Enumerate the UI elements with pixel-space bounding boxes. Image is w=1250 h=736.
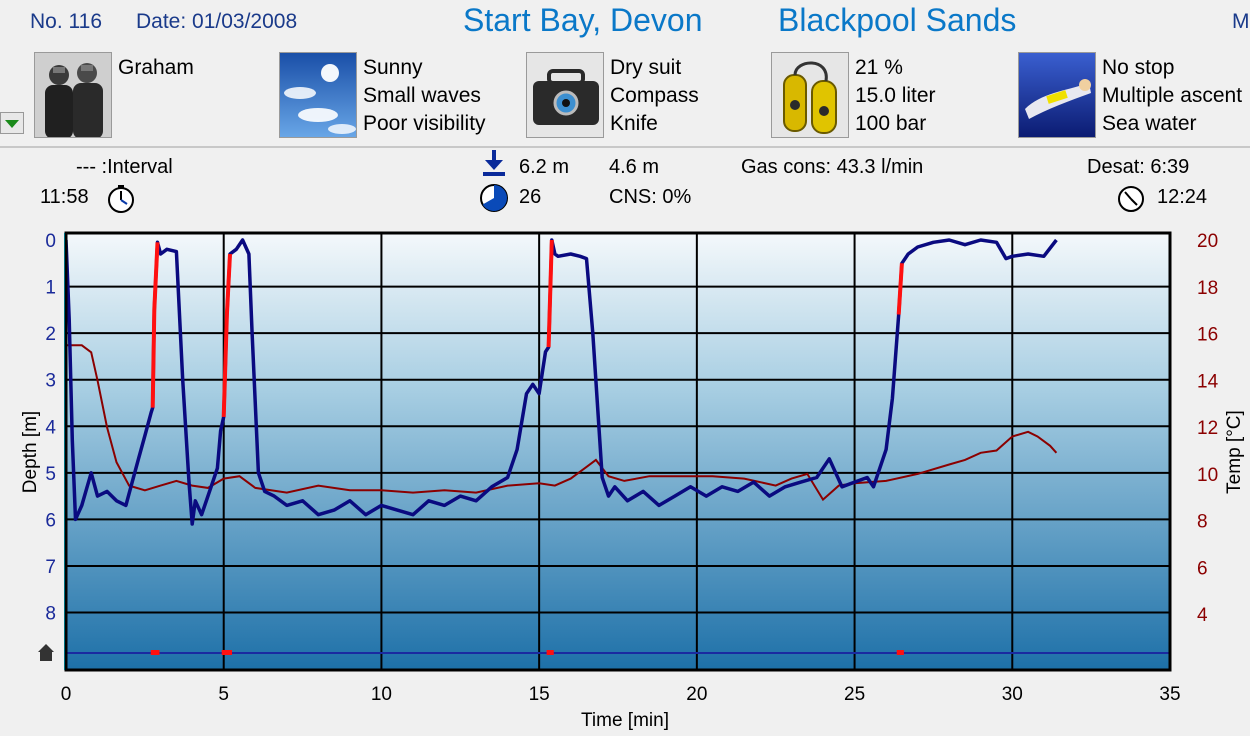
time-tick-label: 5: [218, 684, 229, 705]
warning-markers: [150, 650, 904, 655]
temp-tick-label: 16: [1197, 325, 1218, 346]
time-tick-label: 0: [61, 684, 72, 705]
temp-tick-label: 20: [1197, 231, 1218, 252]
depth-tick-label: 5: [45, 464, 56, 485]
dive-duration: 26: [519, 186, 542, 208]
dive-number: No. 116: [30, 10, 102, 33]
temperature-layer: [66, 344, 1058, 502]
ascent-warning-segment: [150, 242, 160, 408]
time-tick-label: 35: [1159, 684, 1180, 705]
depth-line: [64, 238, 1058, 526]
knife-label: Knife: [610, 112, 658, 135]
temperature-line: [66, 344, 1058, 502]
dive-type-text: No stop Multiple ascent Sea water: [1102, 54, 1242, 138]
temp-tick-label: 18: [1197, 278, 1218, 299]
waves-label: Small waves: [363, 84, 481, 107]
ascent-warning-segment: [896, 263, 904, 315]
compass-label: Compass: [610, 84, 699, 107]
equipment-text: Dry suit Compass Knife: [610, 54, 699, 138]
dive-duration-icon: [479, 183, 509, 218]
dive-site: Blackpool Sands: [778, 2, 1017, 38]
cns-value: CNS: 0%: [609, 186, 692, 208]
separator: [0, 146, 1250, 148]
time-axis: 0 5 10 15 20 25 30 35: [61, 684, 1181, 705]
sunny-sky-icon: [279, 52, 357, 138]
time-tick-label: 20: [686, 684, 707, 705]
depth-tick-label: 6: [45, 510, 56, 531]
plot-background: [66, 233, 1170, 670]
depth-tick-label: 7: [45, 557, 56, 578]
y-axis-label: Depth [m]: [20, 411, 41, 493]
decompression-label: No stop: [1102, 56, 1175, 79]
tank-volume: 15.0 liter: [855, 84, 936, 107]
depth-tick-label: 2: [45, 324, 56, 345]
depth-axis: 0 1 2 3 4 5 6 7 8: [45, 231, 56, 625]
desaturation-time: Desat: 6:39: [1087, 156, 1190, 178]
diver-swimming-icon: [1018, 52, 1096, 138]
clock-icon: [1116, 184, 1146, 219]
gas-text: 21 % 15.0 liter 100 bar: [855, 54, 936, 138]
home-icon: [38, 644, 54, 661]
depth-layer: [64, 238, 1058, 526]
surface-interval: --- :Interval: [76, 156, 173, 178]
x-axis-label: Time [min]: [581, 710, 669, 731]
exit-time: 12:24: [1157, 186, 1208, 208]
buddy-name: Graham: [118, 56, 194, 79]
temp-tick-label: 12: [1197, 418, 1218, 439]
ascent-warning-marker: [221, 650, 233, 655]
dive-bag-icon: [526, 52, 604, 138]
ascent-warning-marker: [896, 650, 904, 655]
expand-dropdown-button[interactable]: [0, 112, 24, 134]
y2-axis-label: Temp [°C]: [1224, 410, 1245, 494]
conditions-text: Sunny Small waves Poor visibility: [363, 54, 486, 138]
oxygen-percent: 21 %: [855, 56, 903, 79]
divers-photo-icon: [34, 52, 112, 138]
header-truncated-text: M: [1232, 10, 1250, 33]
max-depth: 6.2 m: [519, 156, 570, 178]
avg-depth: 4.6 m: [609, 156, 660, 178]
dive-location: Start Bay, Devon: [463, 2, 703, 38]
temp-tick-label: 4: [1197, 605, 1208, 626]
ascent-warning-segment: [221, 253, 232, 417]
weather-label: Sunny: [363, 56, 423, 79]
time-tick-label: 25: [844, 684, 865, 705]
stopwatch-icon: [106, 184, 136, 219]
visibility-label: Poor visibility: [363, 112, 486, 135]
temp-axis: 4 6 8 10 12 14 16 18 20: [1197, 231, 1219, 626]
ascent-type-label: Multiple ascent: [1102, 84, 1243, 107]
suit-label: Dry suit: [610, 56, 682, 79]
depth-tick-label: 4: [45, 417, 56, 438]
temp-tick-label: 14: [1197, 371, 1219, 392]
depth-tick-label: 1: [45, 278, 56, 299]
depth-tick-label: 8: [45, 604, 56, 625]
time-tick-label: 15: [529, 684, 550, 705]
triangle-down-icon: [5, 120, 19, 128]
scuba-tanks-icon: [771, 52, 849, 138]
ascent-warning-layer: [150, 239, 904, 417]
gas-consumption: Gas cons: 43.3 l/min: [741, 156, 924, 178]
tank-pressure: 100 bar: [855, 112, 927, 135]
depth-tick-label: 3: [45, 371, 56, 392]
max-depth-icon: [481, 148, 507, 183]
temp-tick-label: 8: [1197, 512, 1208, 533]
water-type-label: Sea water: [1102, 112, 1197, 135]
time-tick-label: 30: [1002, 684, 1023, 705]
dive-date: Date: 01/03/2008: [136, 10, 298, 33]
plot-frame: [64, 231, 1172, 672]
entry-time: 11:58: [40, 186, 89, 208]
ascent-warning-marker: [150, 650, 160, 655]
depth-tick-label: 0: [45, 231, 56, 252]
time-tick-label: 10: [371, 684, 392, 705]
ascent-warning-marker: [546, 650, 554, 655]
temp-tick-label: 6: [1197, 558, 1208, 579]
ascent-warning-segment: [546, 239, 554, 348]
temp-tick-label: 10: [1197, 465, 1218, 486]
